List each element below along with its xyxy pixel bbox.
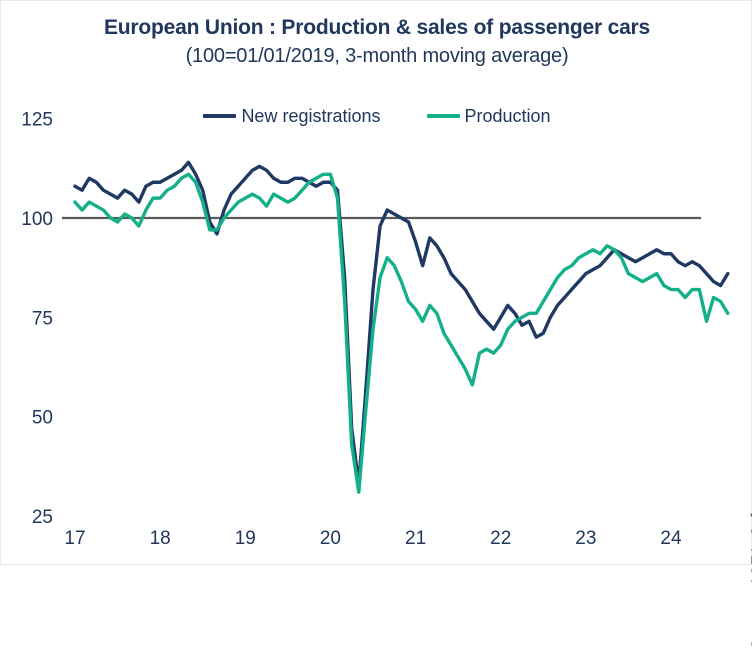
y-tick-label: 50	[32, 408, 53, 429]
x-tick-label: 18	[150, 528, 171, 549]
legend-swatch-new-registrations	[203, 114, 237, 118]
plot-area: 125 100 75 50 25 17 18 19 20 21 22 23 24	[21, 110, 730, 549]
x-tick-label: 20	[320, 528, 341, 549]
x-tick-label: 24	[660, 528, 682, 549]
x-tick-label: 17	[64, 528, 85, 549]
chart-subtitle: (100=01/01/2019, 3-month moving average)	[185, 45, 569, 67]
chart-legend: New registrations Production	[97, 106, 657, 126]
series-line-new-registrations	[73, 160, 730, 486]
x-tick-label: 22	[490, 528, 511, 549]
legend-label-new-registrations: New registrations	[241, 106, 381, 126]
y-axis-tick-labels: 125 100 75 50 25	[21, 110, 53, 528]
legend-item-new-registrations: New registrations	[203, 106, 381, 126]
legend-item-production: Production	[426, 106, 551, 126]
x-tick-label: 19	[235, 528, 256, 549]
chart-title: European Union : Production & sales of p…	[103, 16, 651, 39]
legend-swatch-production	[426, 114, 460, 118]
y-tick-label: 75	[32, 308, 53, 329]
title-block: European Union : Production & sales of p…	[97, 15, 657, 69]
x-tick-label: 21	[405, 528, 426, 549]
x-tick-label: 23	[575, 528, 596, 549]
legend-label-production: Production	[464, 106, 551, 126]
y-tick-label: 100	[21, 209, 53, 230]
series-line-production	[73, 172, 730, 494]
x-axis-tick-labels: 17 18 19 20 21 22 23 24	[64, 528, 682, 549]
y-tick-label: 125	[21, 110, 53, 131]
y-tick-label: 25	[32, 507, 53, 528]
data-series-lines	[73, 160, 730, 494]
